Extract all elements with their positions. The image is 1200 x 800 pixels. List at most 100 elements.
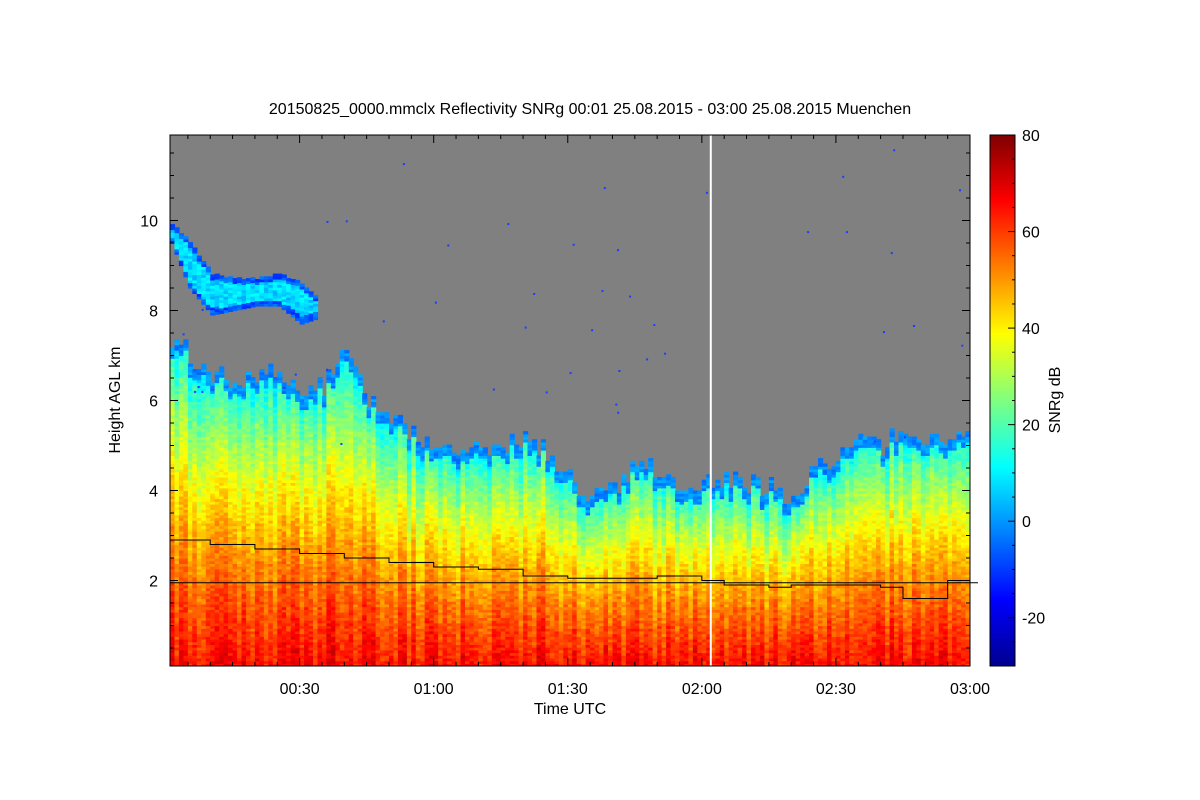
reflectivity-cell [281, 560, 287, 564]
reflectivity-cell [192, 636, 198, 640]
reflectivity-cell [286, 431, 292, 435]
upper-cloud-cell [196, 293, 202, 297]
reflectivity-cell [259, 420, 265, 424]
reflectivity-cell [174, 455, 180, 459]
reflectivity-cell [299, 401, 305, 405]
upper-cloud-cell [254, 289, 260, 294]
reflectivity-cell [344, 420, 350, 424]
reflectivity-cell [223, 582, 229, 586]
reflectivity-cell [259, 458, 265, 462]
reflectivity-cell [308, 433, 314, 438]
reflectivity-cell [192, 398, 198, 402]
reflectivity-cell [281, 385, 287, 389]
upper-cloud-cell [196, 288, 202, 292]
reflectivity-cell [348, 517, 354, 521]
reflectivity-cell [348, 409, 354, 413]
reflectivity-cell [344, 417, 350, 421]
reflectivity-cell [313, 441, 319, 446]
reflectivity-cell [330, 652, 336, 656]
reflectivity-cell [348, 514, 354, 519]
reflectivity-cell [210, 620, 216, 624]
reflectivity-cell [263, 587, 269, 591]
upper-cloud-cell [214, 308, 220, 312]
reflectivity-cell [272, 501, 278, 505]
reflectivity-cell [187, 417, 193, 421]
reflectivity-cell [317, 509, 323, 513]
reflectivity-cell [228, 493, 234, 497]
upper-cloud-cell [223, 309, 229, 313]
reflectivity-cell [223, 387, 229, 392]
reflectivity-cell [170, 363, 176, 367]
reflectivity-cell [178, 371, 184, 375]
reflectivity-cell [353, 531, 359, 535]
reflectivity-cell [223, 544, 229, 548]
reflectivity-cell [295, 452, 301, 456]
reflectivity-cell [322, 409, 328, 413]
reflectivity-cell [196, 528, 202, 532]
reflectivity-cell [263, 495, 269, 500]
reflectivity-cell [299, 544, 305, 548]
reflectivity-cell [241, 601, 247, 605]
reflectivity-cell [259, 487, 265, 492]
reflectivity-cell [286, 614, 292, 618]
reflectivity-cell [281, 544, 287, 548]
reflectivity-cell [174, 528, 180, 532]
upper-cloud-cell [299, 299, 305, 303]
reflectivity-cell [228, 404, 234, 408]
reflectivity-cell [201, 382, 207, 386]
upper-cloud-cell [201, 285, 207, 289]
reflectivity-cell [326, 433, 332, 438]
reflectivity-cell [254, 423, 260, 427]
reflectivity-cell [219, 585, 225, 589]
reflectivity-cell [326, 474, 332, 478]
reflectivity-cell [299, 641, 305, 645]
reflectivity-cell [241, 533, 247, 537]
reflectivity-cell [344, 487, 350, 492]
reflectivity-cell [272, 425, 278, 429]
reflectivity-cell [326, 369, 332, 373]
reflectivity-cell [254, 620, 260, 624]
reflectivity-cell [254, 401, 260, 405]
reflectivity-cell [250, 428, 256, 432]
reflectivity-cell [250, 409, 256, 413]
reflectivity-cell [223, 379, 229, 384]
reflectivity-cell [178, 641, 184, 645]
upper-cloud-cell [210, 279, 216, 284]
upper-cloud-cell [295, 312, 301, 316]
reflectivity-cell [330, 463, 336, 467]
upper-cloud-cell [246, 291, 252, 295]
reflectivity-cell [263, 568, 269, 573]
reflectivity-cell [313, 420, 319, 424]
reflectivity-cell [353, 450, 359, 454]
reflectivity-cell [246, 512, 252, 516]
reflectivity-cell [322, 406, 328, 411]
reflectivity-cell [201, 468, 207, 473]
reflectivity-cell [286, 555, 292, 559]
reflectivity-cell [187, 498, 193, 502]
reflectivity-cell [214, 528, 220, 532]
reflectivity-cell [286, 436, 292, 440]
reflectivity-cell [272, 398, 278, 402]
reflectivity-cell [214, 444, 220, 448]
reflectivity-cell [219, 498, 225, 502]
reflectivity-cell [170, 428, 176, 432]
reflectivity-cell [299, 474, 305, 478]
reflectivity-cell [241, 576, 247, 581]
reflectivity-cell [335, 420, 341, 424]
reflectivity-cell [290, 441, 296, 446]
upper-cloud-cell [178, 243, 184, 248]
reflectivity-cell [317, 490, 323, 494]
reflectivity-cell [223, 431, 229, 435]
upper-cloud-cell [201, 293, 207, 297]
reflectivity-cell [348, 401, 354, 405]
reflectivity-cell [277, 587, 283, 591]
reflectivity-cell [344, 520, 350, 524]
reflectivity-cell [228, 549, 234, 554]
reflectivity-cell [263, 560, 269, 564]
reflectivity-cell [308, 655, 314, 659]
reflectivity-cell [223, 396, 229, 400]
reflectivity-cell [170, 406, 176, 411]
reflectivity-cell [174, 544, 180, 548]
reflectivity-cell [178, 439, 184, 443]
reflectivity-cell [201, 428, 207, 432]
